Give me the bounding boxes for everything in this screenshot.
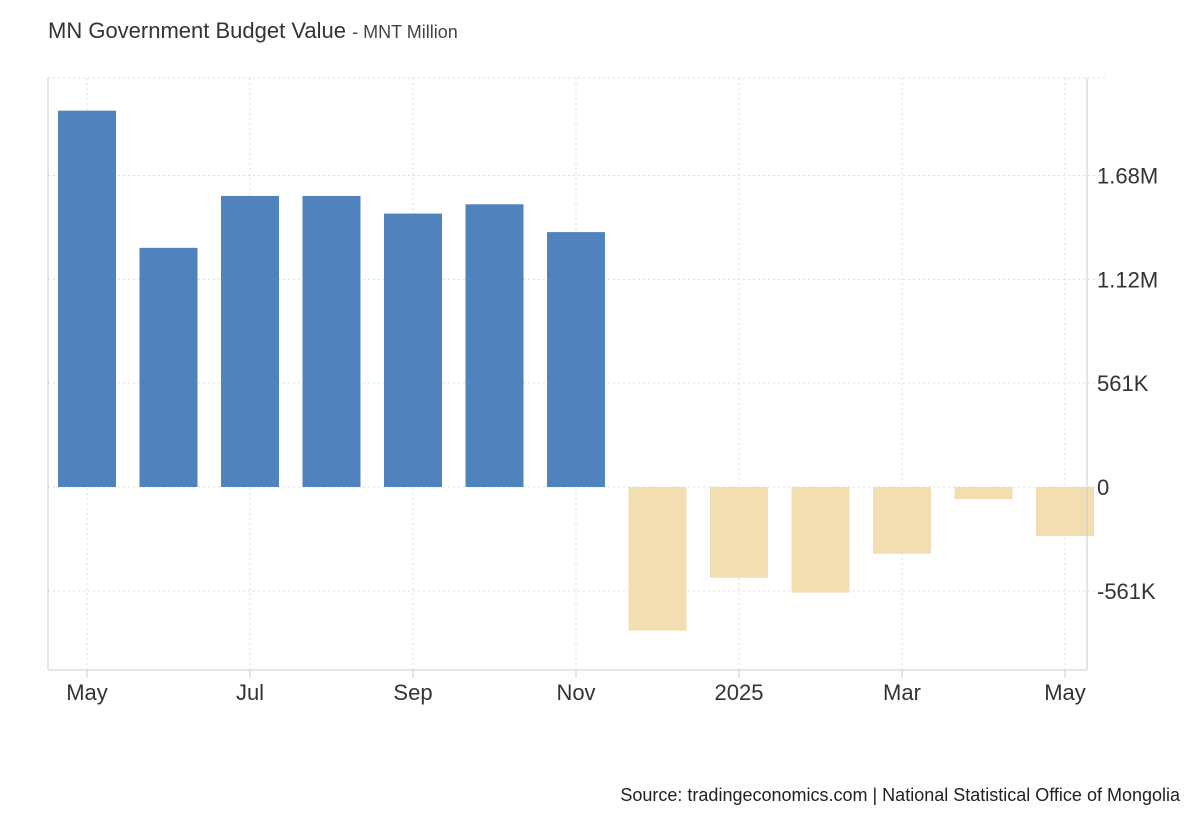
bar-2024-06[interactable] xyxy=(139,247,198,487)
bar-2024-05[interactable] xyxy=(58,110,116,488)
y-tick-label: 0 xyxy=(1097,475,1109,500)
y-tick-label: 1.12M xyxy=(1097,267,1158,292)
x-tick-label: Sep xyxy=(393,680,432,705)
bar-2025-02[interactable] xyxy=(791,487,850,593)
bar-2024-07[interactable] xyxy=(221,195,279,487)
chart-title: MN Government Budget Value - MNT Million xyxy=(48,18,458,44)
bar-2025-01[interactable] xyxy=(710,487,768,578)
bar-chart: -561K 0 561K 1.12M 1.68M May Jul Sep Nov 2025 Mar… xyxy=(47,77,1158,705)
bar-2024-12[interactable] xyxy=(628,487,687,631)
x-tick-label: May xyxy=(1044,680,1086,705)
x-tick-label: Nov xyxy=(556,680,595,705)
y-axis-ticks: -561K 0 561K 1.12M 1.68M xyxy=(1097,164,1158,604)
bar-2024-10[interactable] xyxy=(465,204,524,487)
bar-2024-08[interactable] xyxy=(302,195,361,487)
x-axis-ticks: May Jul Sep Nov 2025 Mar May xyxy=(66,670,1086,705)
bar-2025-03[interactable] xyxy=(873,487,931,554)
axes xyxy=(47,78,1088,671)
source-note: Source: tradingeconomics.com | National … xyxy=(620,785,1180,805)
x-tick-label: 2025 xyxy=(715,680,764,705)
bar-2024-11[interactable] xyxy=(547,232,605,487)
y-tick-label: 1.68M xyxy=(1097,164,1158,189)
bar-2024-09[interactable] xyxy=(384,213,442,488)
bar-2025-05[interactable] xyxy=(1036,487,1094,537)
x-tick-label: Mar xyxy=(883,680,921,705)
bars xyxy=(58,110,1094,631)
chart-title-unit: - MNT Million xyxy=(352,22,458,42)
x-tick-label: Jul xyxy=(236,680,264,705)
chart-title-text: MN Government Budget Value xyxy=(48,18,346,43)
y-tick-label: 561K xyxy=(1097,371,1149,396)
x-tick-label: May xyxy=(66,680,108,705)
y-tick-label: -561K xyxy=(1097,579,1156,604)
bar-2025-04[interactable] xyxy=(954,487,1013,500)
